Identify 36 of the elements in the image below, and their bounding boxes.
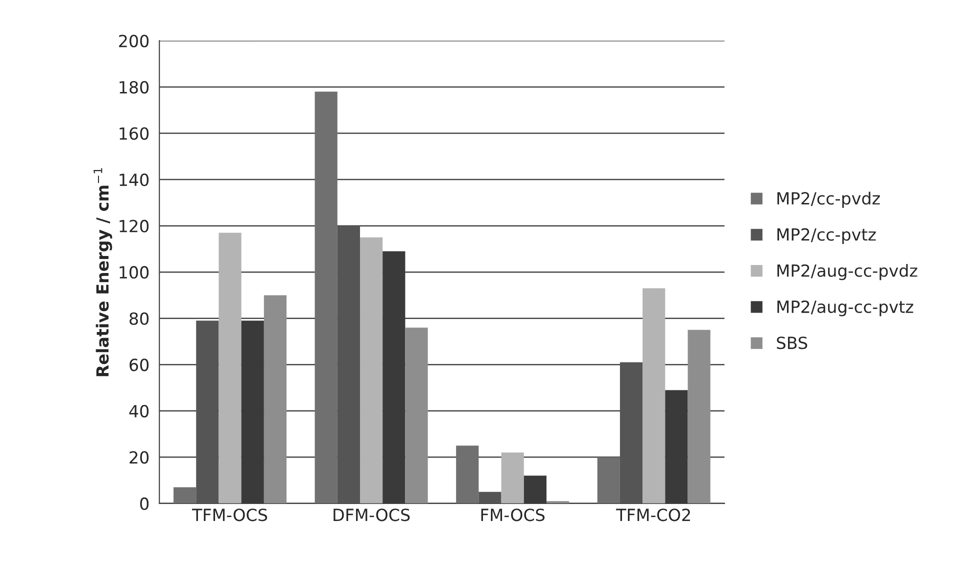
y-tick-label: 0 — [140, 497, 149, 510]
bar — [337, 226, 360, 504]
y-tick-label: 80 — [130, 312, 149, 325]
y-tick-label: 100 — [120, 266, 149, 279]
bar — [405, 328, 428, 504]
x-tick-label: DFM-OCS — [334, 508, 410, 522]
y-tick-label: 200 — [119, 34, 149, 48]
y-tick-label: 180 — [120, 80, 149, 94]
legend-label: MP2/cc-pvdz — [777, 192, 880, 208]
legend-label: MP2/aug-cc-pvdz — [777, 264, 918, 280]
y-tick-label: 120 — [120, 220, 149, 232]
y-tick-label: 40 — [129, 404, 149, 418]
bar — [218, 232, 242, 504]
bar — [360, 237, 383, 504]
x-tick-label: TFM-OCS — [192, 508, 268, 522]
x-tick-label: TFM-CO2 — [616, 508, 690, 522]
legend-label: MP2/cc-pvtz — [777, 228, 876, 244]
bar — [642, 288, 666, 504]
bar — [264, 295, 287, 504]
x-tick-label: FM-OCS — [481, 508, 545, 522]
legend-label: SBS — [776, 336, 808, 350]
bar — [456, 446, 479, 504]
bar — [620, 362, 643, 504]
bar — [314, 92, 338, 504]
y-tick-label: 160 — [120, 127, 149, 140]
bar — [597, 457, 620, 504]
y-tick-label: 60 — [130, 358, 149, 372]
legend-label: MP2/aug-cc-pvtz — [777, 300, 914, 316]
bar — [688, 330, 710, 504]
bar — [174, 487, 196, 504]
bar — [478, 492, 502, 504]
bar — [501, 452, 524, 504]
y-axis-title: Relative Energy / cm$^{−1}$ — [94, 168, 112, 376]
y-tick-label: 140 — [120, 174, 149, 186]
y-tick-label: 20 — [130, 451, 149, 464]
bar — [196, 320, 219, 504]
